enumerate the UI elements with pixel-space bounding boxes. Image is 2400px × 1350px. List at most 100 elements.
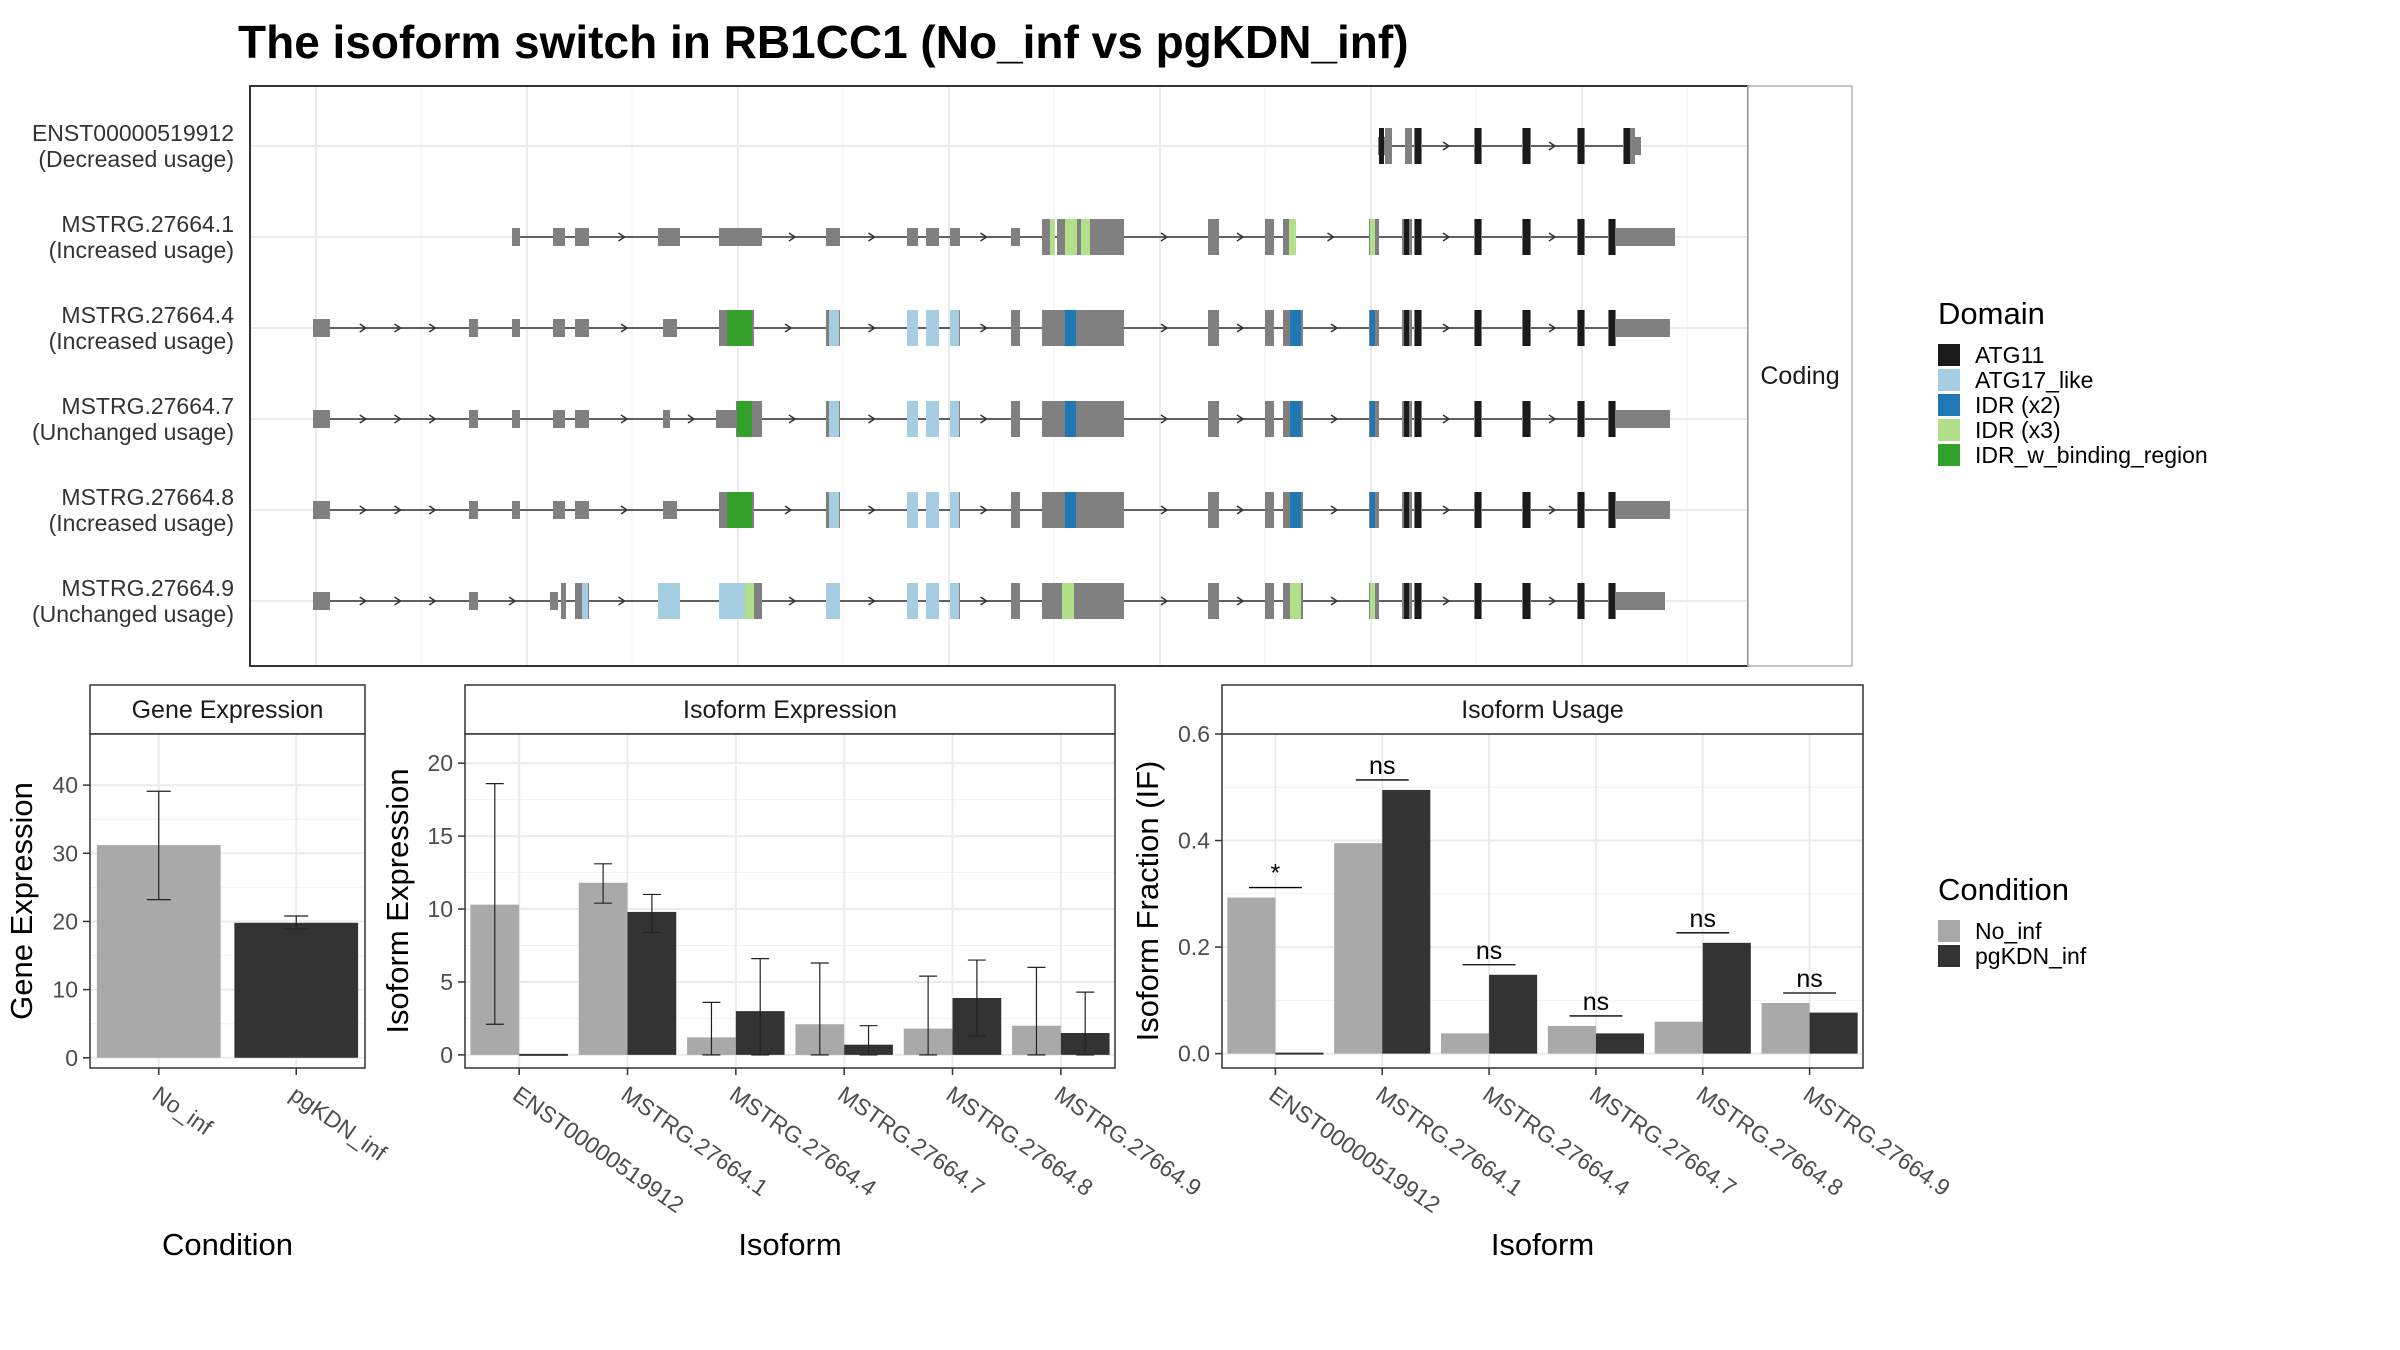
domain-idr-x3- xyxy=(1050,219,1055,255)
domain-atg17-like xyxy=(950,492,959,528)
condition-legend-key xyxy=(1938,945,1960,967)
y-tick-label: 10 xyxy=(52,977,78,1003)
chart-title: The isoform switch in RB1CC1 (No_inf vs … xyxy=(238,16,1409,68)
intron-direction-arrow xyxy=(1548,596,1557,606)
intron-direction-arrow xyxy=(1160,323,1169,333)
significance-label: ns xyxy=(1583,988,1609,1016)
intron-direction-arrow xyxy=(1442,323,1451,333)
isoform-label-usage: (Increased usage) xyxy=(49,510,234,536)
domain-idr-w-binding-region xyxy=(737,401,752,437)
utr-exon xyxy=(512,319,520,337)
utr-exon xyxy=(553,410,565,428)
utr-exon xyxy=(1616,319,1670,337)
y-tick-label: 20 xyxy=(52,908,78,934)
intron-direction-arrow xyxy=(687,414,696,424)
domain-atg11 xyxy=(1404,401,1409,437)
domain-atg17-like xyxy=(829,401,839,437)
domain-idr-x3- xyxy=(1290,583,1301,619)
y-tick-label: 15 xyxy=(427,823,453,849)
intron-direction-arrow xyxy=(1160,596,1169,606)
intron-direction-arrow xyxy=(868,232,876,242)
coding-exon xyxy=(1208,583,1219,619)
domain-idr-x2- xyxy=(1370,492,1375,528)
domain-legend-key xyxy=(1938,344,1960,366)
isoform-label-id: ENST00000519912 xyxy=(32,120,234,146)
bar-no-inf xyxy=(1761,1003,1810,1054)
domain-idr-x2- xyxy=(1290,492,1301,528)
isoform-label-usage: (Decreased usage) xyxy=(38,146,234,172)
coding-exon xyxy=(561,583,566,619)
utr-exon xyxy=(1616,410,1670,428)
intron-direction-arrow xyxy=(784,505,793,515)
intron-direction-arrow xyxy=(1330,505,1339,515)
domain-legend-key xyxy=(1938,419,1960,441)
bar-no-inf xyxy=(1547,1025,1596,1054)
intron-direction-arrow xyxy=(428,323,437,333)
domain-atg11 xyxy=(1415,128,1421,164)
coding-exon xyxy=(1011,583,1020,619)
domain-atg17-like xyxy=(926,310,939,346)
intron-direction-arrow xyxy=(1548,323,1557,333)
x-axis-title: Condition xyxy=(162,1227,293,1262)
intron-direction-arrow xyxy=(1442,232,1451,242)
significance-label: ns xyxy=(1796,965,1822,993)
isoform-track-MSTRG.27664.9 xyxy=(313,583,1665,619)
coding-exon xyxy=(1208,310,1219,346)
isoform-label-id: MSTRG.27664.4 xyxy=(61,302,234,328)
utr-exon xyxy=(1616,501,1670,519)
y-tick-label: 0 xyxy=(65,1045,78,1071)
domain-idr-x3- xyxy=(1370,219,1375,255)
x-tick-label: pgKDN_inf xyxy=(285,1081,392,1166)
utr-exon xyxy=(658,228,680,246)
intron-direction-arrow xyxy=(980,505,988,515)
condition-legend-label: pgKDN_inf xyxy=(1975,943,2087,969)
coding-exon xyxy=(1208,401,1219,437)
significance-label: ns xyxy=(1476,937,1502,965)
intron-direction-arrow xyxy=(1548,232,1557,242)
domain-atg11 xyxy=(1404,492,1409,528)
y-tick-label: 30 xyxy=(52,840,78,866)
utr-exon xyxy=(950,228,960,246)
utr-exon xyxy=(550,592,558,610)
utr-exon xyxy=(663,319,677,337)
domain-atg17-like xyxy=(950,310,959,346)
domain-atg11 xyxy=(1523,492,1530,528)
x-axis-title: Isoform xyxy=(1491,1227,1594,1262)
utr-exon xyxy=(1633,137,1641,155)
domain-legend-key xyxy=(1938,394,1960,416)
domain-legend-key xyxy=(1938,444,1960,466)
intron-direction-arrow xyxy=(868,414,876,424)
intron-direction-arrow xyxy=(394,596,402,606)
domain-atg11 xyxy=(1404,310,1409,346)
domain-idr-x2- xyxy=(1290,401,1301,437)
bar-pgkdn-inf xyxy=(1702,942,1751,1054)
domain-atg17-like xyxy=(907,583,918,619)
domain-atg11 xyxy=(1624,128,1630,164)
isoform-track-MSTRG.27664.7 xyxy=(313,401,1670,437)
utr-exon xyxy=(926,228,939,246)
domain-idr-x2- xyxy=(1065,310,1076,346)
intron-direction-arrow xyxy=(359,414,368,424)
intron-direction-arrow xyxy=(1160,232,1169,242)
domain-legend-label: ATG11 xyxy=(1975,342,2044,368)
domain-atg11 xyxy=(1475,219,1481,255)
isoform-label-id: MSTRG.27664.7 xyxy=(61,393,234,419)
y-tick-label: 20 xyxy=(427,750,453,776)
intron-direction-arrow xyxy=(980,232,988,242)
y-axis-title: Isoform Fraction (IF) xyxy=(1130,761,1165,1042)
intron-direction-arrow xyxy=(1236,232,1245,242)
panel-strip-title: Isoform Expression xyxy=(683,696,897,724)
domain-atg17-like xyxy=(926,401,939,437)
domain-atg11 xyxy=(1379,128,1384,164)
domain-legend-key xyxy=(1938,369,1960,391)
intron-direction-arrow xyxy=(788,596,797,606)
utr-exon xyxy=(313,410,330,428)
bar-pgkdn-inf xyxy=(234,922,359,1058)
intron-direction-arrow xyxy=(394,414,402,424)
coding-exon xyxy=(1405,128,1412,164)
utr-exon xyxy=(575,410,589,428)
utr-exon xyxy=(512,410,520,428)
structure-facet-strip xyxy=(1747,85,1853,667)
